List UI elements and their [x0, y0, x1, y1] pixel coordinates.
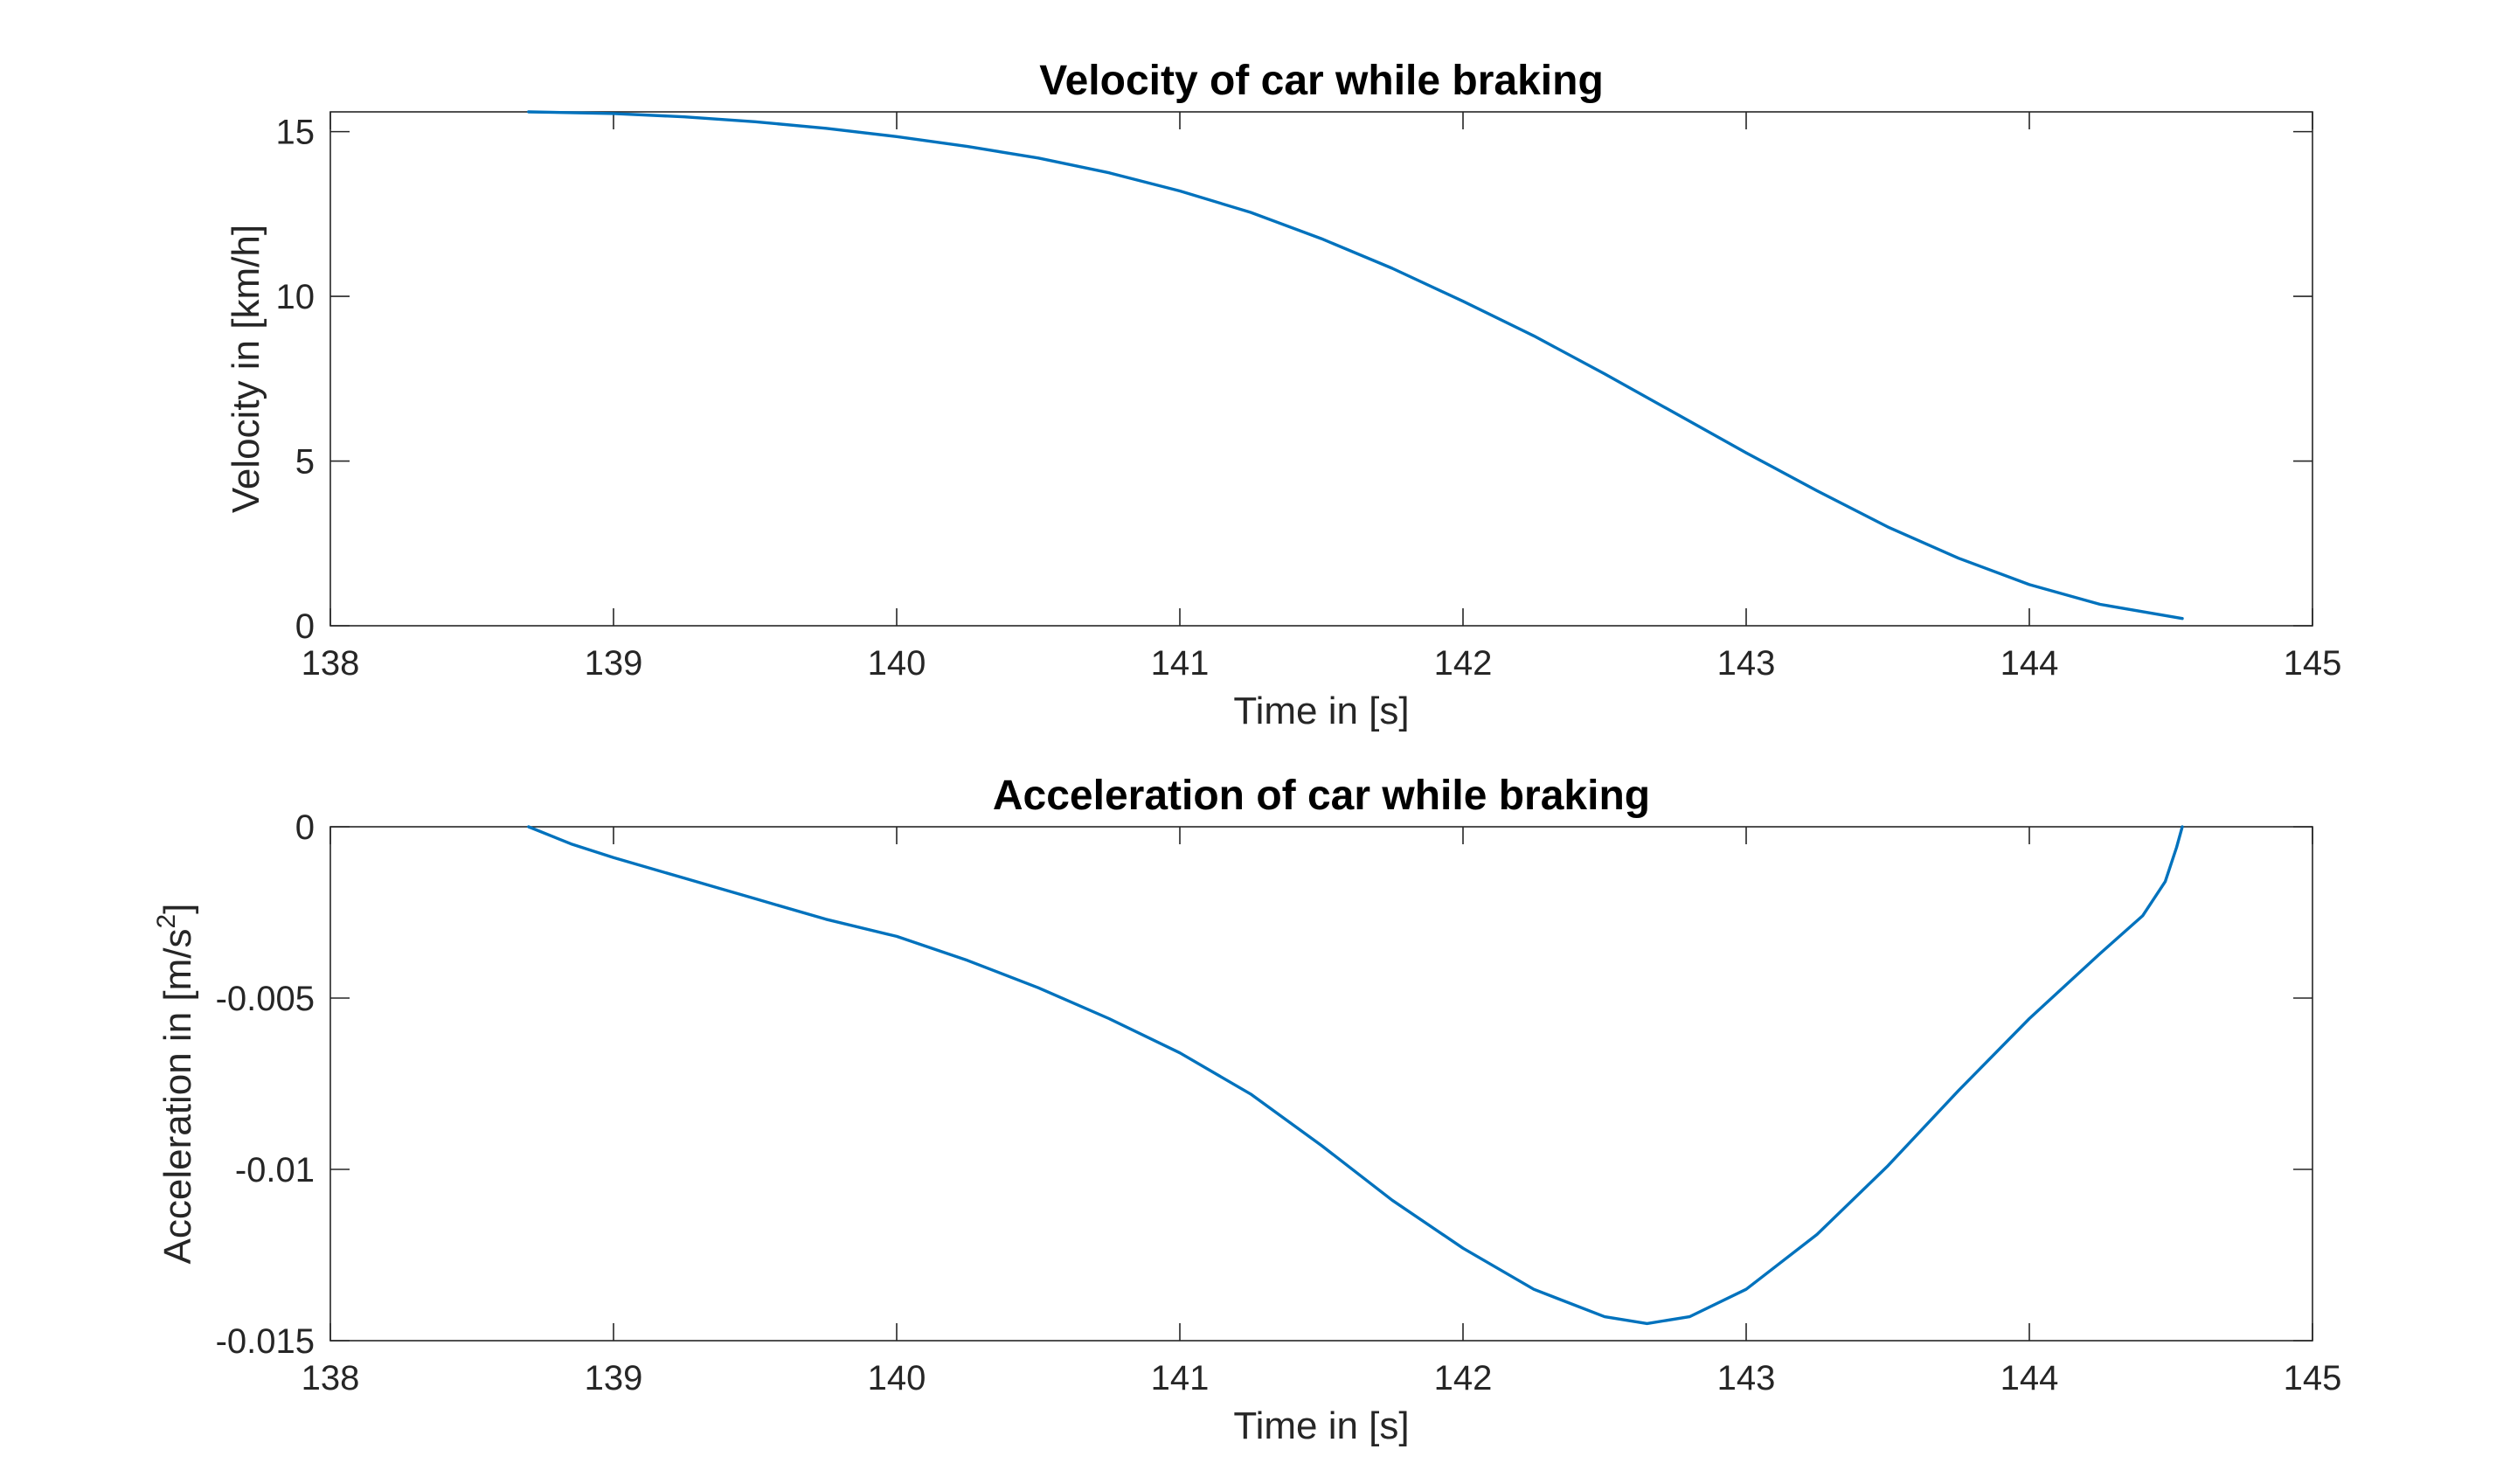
- velocity-x-tick-label: 143: [1717, 644, 1776, 683]
- acceleration-y-axis-label-superscript: 2: [152, 914, 181, 929]
- velocity-y-axis-label-text: Velocity in [km/h]: [225, 225, 267, 513]
- acceleration-plot-frame: [329, 826, 2313, 1342]
- velocity-y-tick-label: 0: [295, 607, 315, 646]
- velocity-x-tick-label: 139: [585, 644, 643, 683]
- velocity-plot-frame: [329, 111, 2313, 627]
- velocity-x-tick-label: 141: [1151, 644, 1210, 683]
- velocity-chart: Velocity of car while braking 138 139 140 14…: [225, 58, 2341, 732]
- velocity-x-tick-label: 145: [2284, 644, 2342, 683]
- acceleration-y-tick-label: -0.015: [216, 1322, 315, 1361]
- acceleration-chart: Acceleration of car while braking 138 139 1…: [152, 773, 2341, 1447]
- acceleration-x-tick-label: 140: [868, 1359, 926, 1397]
- acceleration-y-axis-label-text: Acceleration in [m/s: [156, 928, 199, 1264]
- acceleration-y-tick-label: -0.005: [216, 980, 315, 1018]
- velocity-x-tick-label: 144: [2000, 644, 2059, 683]
- acceleration-y-tick-label: -0.01: [235, 1151, 315, 1189]
- acceleration-x-tick-label: 143: [1717, 1359, 1776, 1397]
- acceleration-x-axis-label: Time in [s]: [1233, 1404, 1409, 1447]
- velocity-x-tick-label: 142: [1434, 644, 1493, 683]
- velocity-x-tick-label: 140: [868, 644, 926, 683]
- velocity-chart-title: Velocity of car while braking: [1039, 58, 1604, 104]
- velocity-series-line: [527, 110, 2184, 621]
- velocity-y-tick-label: 15: [276, 114, 315, 152]
- acceleration-x-tick-label: 141: [1151, 1359, 1210, 1397]
- acceleration-x-tick-label: 142: [1434, 1359, 1493, 1397]
- acceleration-series-line: [527, 825, 2184, 1326]
- acceleration-x-tick-label: 144: [2000, 1359, 2059, 1397]
- velocity-x-axis-label: Time in [s]: [1233, 690, 1409, 732]
- velocity-y-tick-label: 5: [295, 443, 315, 482]
- velocity-y-tick-label: 10: [276, 278, 315, 316]
- velocity-y-axis-label: Velocity in [km/h]: [225, 225, 267, 513]
- acceleration-y-tick-label: 0: [295, 808, 315, 847]
- acceleration-chart-title: Acceleration of car while braking: [993, 773, 1650, 819]
- acceleration-x-tick-label: 145: [2284, 1359, 2342, 1397]
- velocity-x-tick-label: 138: [302, 644, 360, 683]
- acceleration-x-tick-label: 139: [585, 1359, 643, 1397]
- acceleration-y-axis-label: Acceleration in [m/s2]: [152, 904, 199, 1265]
- acceleration-y-axis-label-end: ]: [156, 904, 199, 914]
- acceleration-x-tick-label: 138: [302, 1359, 360, 1397]
